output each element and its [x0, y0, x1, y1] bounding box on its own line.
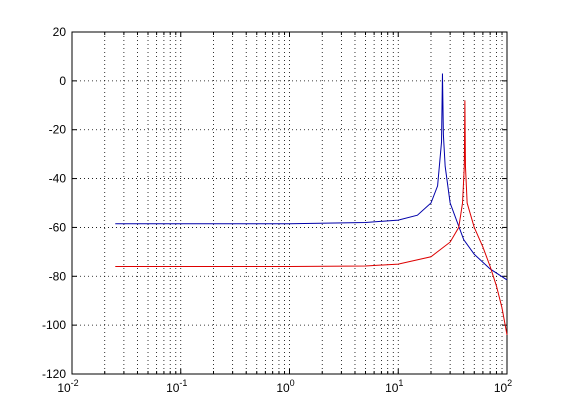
x-tick-label: 10-1	[166, 378, 187, 395]
plot-area	[72, 32, 507, 374]
x-tick-label: 102	[494, 378, 512, 395]
x-tick-base: 10	[385, 381, 399, 395]
x-tick-exponent: 2	[507, 378, 512, 388]
y-tick-label: 0	[59, 74, 66, 88]
x-tick-base: 10	[166, 381, 180, 395]
y-tick-label: -80	[49, 269, 67, 283]
x-tick-label: 10-2	[57, 378, 78, 395]
y-tick-label: -100	[42, 318, 66, 332]
x-tick-base: 10	[494, 381, 508, 395]
x-tick-label: 100	[276, 378, 294, 395]
x-tick-label: 101	[385, 378, 403, 395]
x-tick-base: 10	[276, 381, 290, 395]
x-tick-exponent: -2	[71, 378, 79, 388]
data-line	[115, 100, 508, 336]
y-tick-label: 20	[53, 25, 67, 39]
y-tick-label: -40	[49, 172, 67, 186]
y-tick-label: -60	[49, 220, 67, 234]
x-tick-base: 10	[57, 381, 71, 395]
x-tick-exponent: 1	[398, 378, 403, 388]
y-tick-label: -20	[49, 123, 67, 137]
data-line	[115, 73, 508, 281]
x-tick-exponent: -1	[179, 378, 187, 388]
x-tick-exponent: 0	[290, 378, 295, 388]
axes-box	[71, 31, 508, 375]
y-tick-label: -120	[42, 367, 66, 381]
